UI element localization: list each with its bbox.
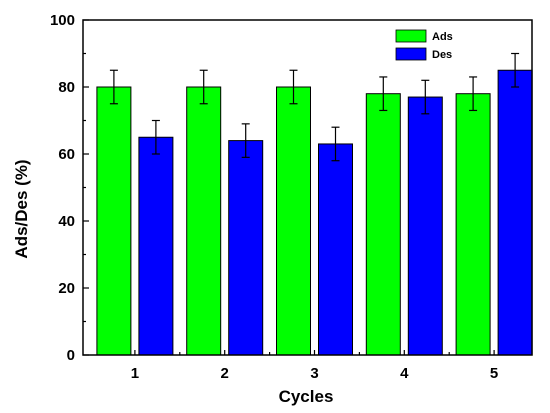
x-tick-label-5: 5 [490, 365, 498, 382]
legend-label-des: Des [432, 49, 452, 61]
y-tick-label-80: 80 [58, 79, 75, 96]
error-bar-des-4 [421, 79, 430, 115]
bar-ads-2 [186, 86, 222, 356]
error-bar-des-1 [151, 119, 160, 155]
x-tick-label-4: 4 [400, 365, 409, 382]
legend: Ads Des [395, 29, 453, 61]
axes-layer: 0 20 40 60 80 100 1 2 3 4 5 [50, 12, 533, 382]
bar-ads-5 [455, 93, 491, 356]
x-tick-label-1: 1 [131, 365, 139, 382]
error-bar-ads-5 [469, 76, 478, 112]
y-tick-label-60: 60 [58, 146, 75, 163]
y-tick-label-40: 40 [58, 213, 75, 230]
error-bar-ads-3 [289, 69, 298, 105]
bar-ads-3 [276, 86, 311, 356]
error-bar-des-3 [331, 126, 340, 162]
error-bar-ads-4 [379, 76, 388, 112]
legend-label-ads: Ads [432, 31, 453, 43]
legend-swatch-des [395, 47, 427, 61]
y-tick-label-0: 0 [67, 347, 75, 364]
bars-layer [96, 69, 533, 356]
bar-des-3 [318, 143, 353, 356]
error-bar-ads-1 [109, 69, 118, 105]
y-tick-label-100: 100 [50, 12, 75, 29]
x-tick-label-2: 2 [221, 365, 229, 382]
bar-ads-1 [96, 86, 132, 356]
y-tick-label-20: 20 [58, 280, 75, 297]
bar-des-1 [138, 136, 174, 356]
legend-swatch-ads [395, 29, 427, 43]
bar-des-5 [497, 69, 533, 356]
error-bar-des-5 [511, 52, 520, 88]
y-axis-label: Ads/Des (%) [12, 159, 31, 258]
bar-des-4 [407, 96, 443, 356]
error-bar-ads-2 [199, 69, 208, 105]
error-bars-layer [109, 52, 520, 162]
legend-item-ads: Ads [395, 29, 453, 43]
error-bar-des-2 [241, 123, 250, 158]
bar-des-2 [228, 140, 264, 356]
x-axis-label: Cycles [279, 387, 334, 406]
legend-item-des: Des [395, 47, 452, 61]
x-tick-label-3: 3 [310, 365, 318, 382]
bar-ads-4 [365, 93, 401, 356]
